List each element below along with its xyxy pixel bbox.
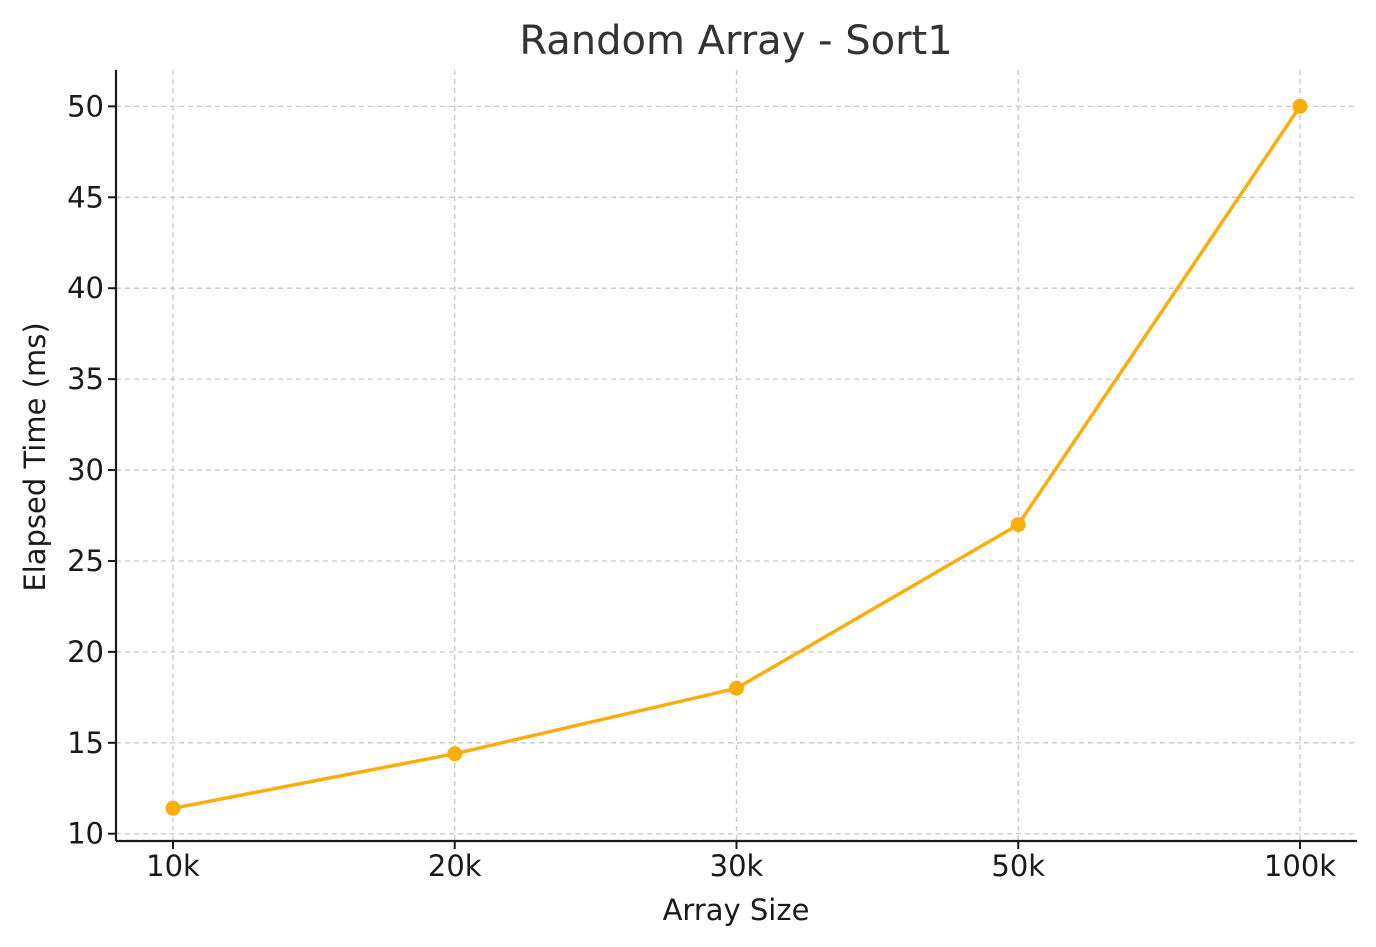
y-tick-label: 10: [67, 817, 104, 851]
x-axis-label: Array Size: [663, 893, 810, 927]
x-ticks: 10k 20k 30k 50k 100k: [146, 841, 1336, 883]
x-tick-label: 20k: [428, 849, 482, 883]
data-point: [729, 680, 744, 696]
grid: [116, 70, 1357, 841]
axes: [114, 70, 1357, 843]
chart-title: Random Array - Sort1: [519, 18, 952, 64]
y-tick-label: 20: [67, 635, 104, 669]
y-axis-label: Elapsed Time (ms): [18, 322, 52, 591]
data-point: [1292, 98, 1308, 114]
x-tick-label: 10k: [146, 849, 200, 883]
y-tick-label: 50: [67, 89, 104, 123]
y-tick-label: 45: [67, 180, 104, 214]
x-tick-label: 30k: [710, 849, 764, 883]
y-tick-label: 40: [67, 271, 104, 305]
data-point: [447, 746, 463, 762]
series: [165, 98, 1308, 816]
y-tick-label: 30: [67, 453, 104, 487]
y-ticks: 10 15 20 25 30 35 40 45 50: [67, 89, 116, 851]
y-tick-label: 25: [67, 544, 104, 578]
x-tick-label: 50k: [991, 849, 1045, 883]
y-tick-label: 35: [67, 362, 104, 396]
data-point: [165, 800, 181, 816]
x-tick-label: 100k: [1264, 849, 1336, 883]
y-tick-label: 15: [67, 726, 104, 760]
data-point: [1010, 517, 1026, 533]
